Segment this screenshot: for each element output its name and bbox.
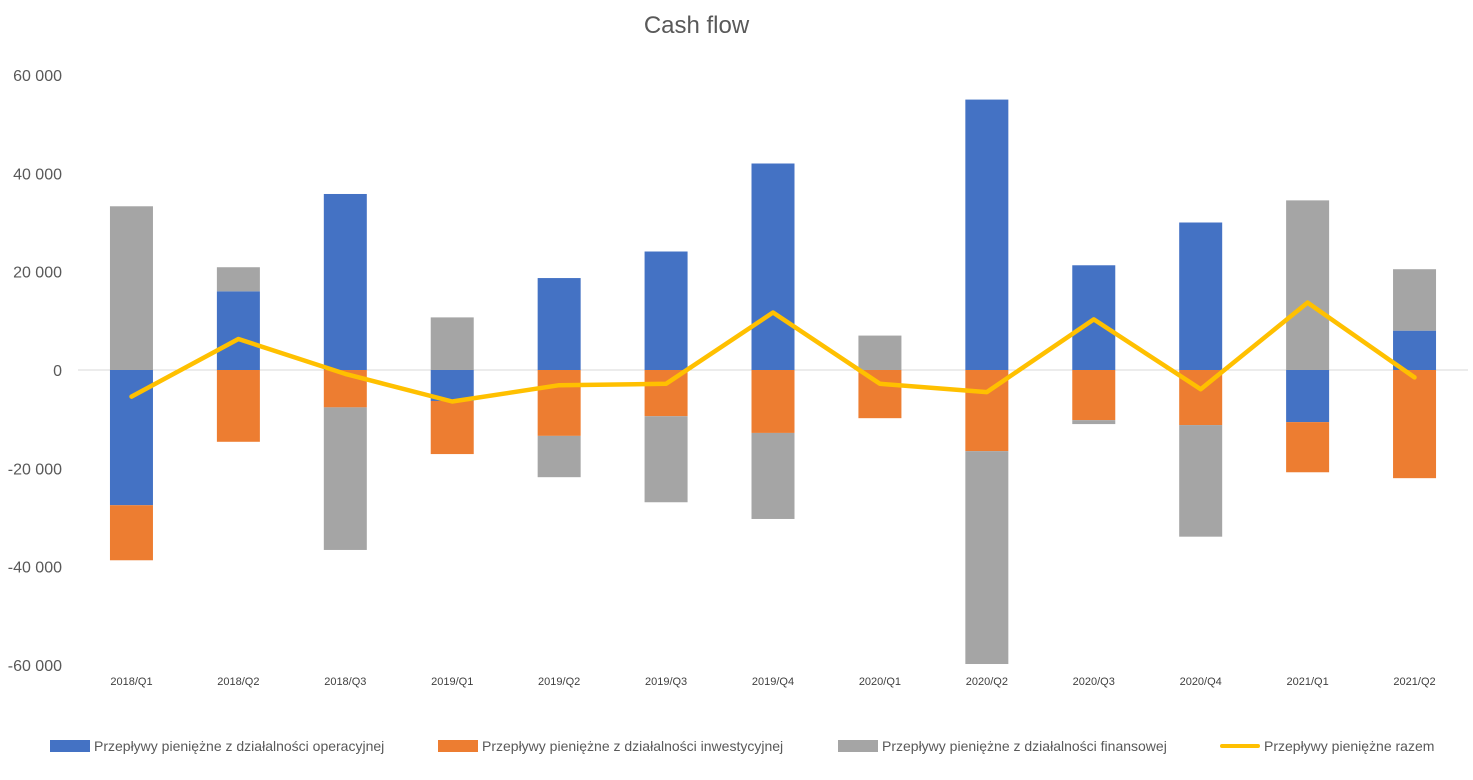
x-tick-label: 2018/Q3 bbox=[324, 676, 366, 688]
x-tick-label: 2019/Q2 bbox=[538, 676, 580, 688]
bar-operating bbox=[1179, 222, 1223, 370]
bar-financing bbox=[323, 407, 367, 550]
legend-swatch-total bbox=[1220, 744, 1260, 748]
x-tick-label: 2020/Q4 bbox=[1180, 676, 1222, 688]
y-tick-label: -60 000 bbox=[8, 658, 62, 675]
x-tick-label: 2018/Q1 bbox=[110, 676, 152, 688]
bar-operating bbox=[216, 291, 260, 370]
x-tick-label: 2020/Q2 bbox=[966, 676, 1008, 688]
y-tick-label: -20 000 bbox=[8, 461, 62, 478]
legend-item-operating: Przepływy pieniężne z działalności opera… bbox=[50, 738, 384, 754]
legend-swatch-financing bbox=[838, 740, 878, 752]
y-tick-label: 20 000 bbox=[13, 265, 62, 282]
x-tick-label: 2021/Q2 bbox=[1393, 676, 1435, 688]
legend-item-total: Przepływy pieniężne razem bbox=[1220, 738, 1434, 754]
x-axis: 2018/Q1 2018/Q2 2018/Q3 2019/Q1 2019/Q2 2019/… bbox=[110, 676, 1435, 688]
y-tick-label: -40 000 bbox=[8, 560, 62, 577]
bar-investing bbox=[1286, 422, 1330, 473]
y-tick-label: 60 000 bbox=[13, 68, 62, 85]
x-tick-label: 2019/Q4 bbox=[752, 676, 794, 688]
bar-financing bbox=[751, 432, 795, 519]
legend-item-investing: Przepływy pieniężne z działalności inwes… bbox=[438, 738, 783, 754]
bar-operating bbox=[1393, 330, 1437, 370]
bar-operating bbox=[109, 370, 153, 506]
bar-financing bbox=[430, 317, 474, 370]
bar-operating bbox=[965, 99, 1009, 370]
bar-financing bbox=[1286, 200, 1330, 370]
legend-swatch-investing bbox=[438, 740, 478, 752]
bar-investing bbox=[430, 400, 474, 455]
bar-financing bbox=[1072, 420, 1116, 425]
bar-investing bbox=[1393, 370, 1437, 479]
bar-operating bbox=[1286, 370, 1330, 423]
x-tick-label: 2018/Q2 bbox=[217, 676, 259, 688]
bar-investing bbox=[644, 370, 688, 417]
y-tick-label: 40 000 bbox=[13, 166, 62, 183]
legend-label-total: Przepływy pieniężne razem bbox=[1264, 738, 1435, 754]
bar-financing bbox=[216, 267, 260, 292]
y-tick-label: 0 bbox=[53, 363, 62, 380]
bar-financing bbox=[644, 416, 688, 503]
x-tick-label: 2020/Q1 bbox=[859, 676, 901, 688]
bar-financing bbox=[109, 206, 153, 370]
legend: Przepływy pieniężne z działalności opera… bbox=[0, 738, 1473, 768]
total-line bbox=[129, 300, 1417, 404]
bar-operating bbox=[537, 278, 581, 370]
bar-investing bbox=[216, 370, 260, 442]
bar-financing bbox=[858, 335, 902, 370]
x-tick-label: 2020/Q3 bbox=[1073, 676, 1115, 688]
bars-group bbox=[109, 99, 1437, 665]
legend-label-financing: Przepływy pieniężne z działalności finan… bbox=[882, 738, 1167, 754]
bar-operating bbox=[644, 251, 688, 370]
x-tick-label: 2021/Q1 bbox=[1287, 676, 1329, 688]
bar-investing bbox=[109, 505, 153, 561]
bar-operating bbox=[751, 163, 795, 370]
x-tick-label: 2019/Q1 bbox=[431, 676, 473, 688]
bar-financing bbox=[1179, 425, 1223, 537]
y-axis: 60 000 40 000 20 000 0 -20 000 -40 000 -60 000 bbox=[8, 68, 62, 675]
total-line-group bbox=[129, 300, 1417, 404]
bar-investing bbox=[537, 370, 581, 436]
bar-financing bbox=[965, 451, 1009, 665]
chart-title: Cash flow bbox=[643, 12, 750, 39]
legend-swatch-operating bbox=[50, 740, 90, 752]
legend-label-operating: Przepływy pieniężne z działalności opera… bbox=[94, 738, 385, 754]
bar-investing bbox=[751, 370, 795, 433]
legend-item-financing: Przepływy pieniężne z działalności finan… bbox=[838, 738, 1167, 754]
bar-financing bbox=[537, 435, 581, 478]
bar-investing bbox=[1072, 370, 1116, 421]
bar-operating bbox=[323, 193, 367, 370]
legend-label-investing: Przepływy pieniężne z działalności inwes… bbox=[482, 738, 784, 754]
x-tick-label: 2019/Q3 bbox=[645, 676, 687, 688]
bar-financing bbox=[1393, 269, 1437, 331]
bar-investing bbox=[858, 370, 902, 419]
